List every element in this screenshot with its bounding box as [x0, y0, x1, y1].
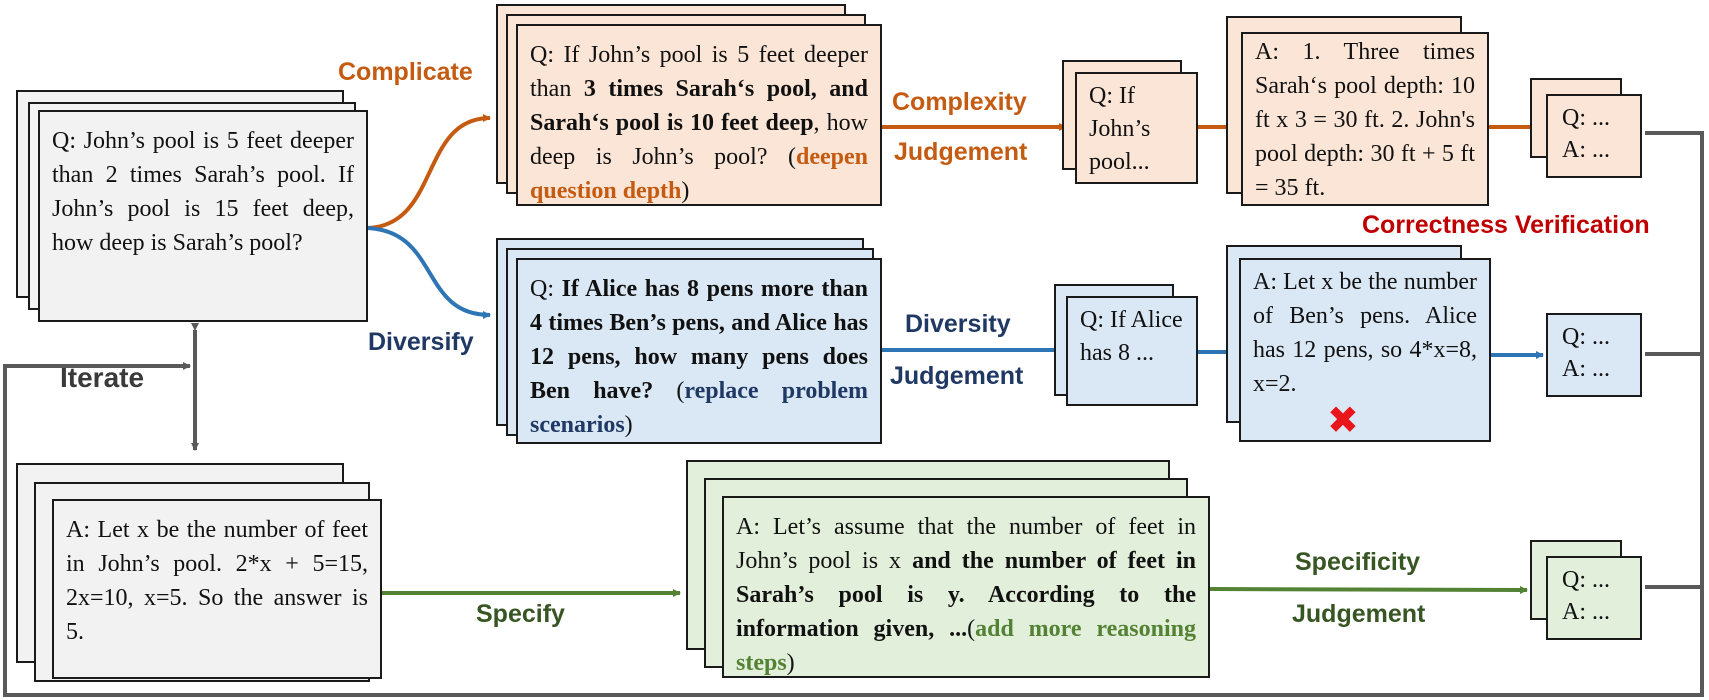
complexity-label-line-2: Judgement — [894, 138, 1028, 166]
diversity-result-q: Q: ... — [1562, 324, 1610, 350]
incorrect-cross-icon: ✖ — [1327, 398, 1359, 442]
diversity-label-line-1: Diversity — [905, 310, 1011, 338]
diversity-result-text: Q: ... A: ... — [1548, 315, 1640, 385]
complexity-short-question-card: Q: If John’s pool... — [1075, 72, 1198, 184]
complexity-result-q: Q: ... — [1562, 105, 1610, 131]
complexity-answer-card: A: 1. Three times Sarah‘s pool depth: 10… — [1241, 32, 1489, 206]
complexity-result-text: Q: ... A: ... — [1548, 96, 1640, 166]
complexity-label-line-1: Complexity — [892, 88, 1027, 116]
specify-label: Specify — [476, 600, 565, 628]
iterate-loop — [3, 362, 1704, 697]
diversified-question-prefix: Q: — [530, 276, 562, 302]
specificity-result-text: Q: ... A: ... — [1548, 558, 1640, 628]
specificity-arrow — [1209, 585, 1528, 594]
diversify-label: Diversify — [368, 328, 474, 356]
diversity-result-a: A: ... — [1562, 356, 1610, 382]
complexity-result-card: Q: ... A: ... — [1546, 94, 1642, 178]
complicated-question-bold: 3 times Sarah‘s pool, and Sarah‘s pool i… — [530, 76, 868, 136]
specified-answer-open: ( — [967, 616, 976, 642]
complicated-question-suffix: , how deep is John’s pool? ( — [530, 110, 868, 170]
specified-answer-close: ) — [786, 650, 795, 676]
specified-answer-bold: and the number of feet in Sarah’s pool i… — [736, 548, 1196, 642]
complicate-arrow — [367, 114, 491, 230]
specificity-result-card: Q: ... A: ... — [1546, 556, 1642, 640]
complicated-question-text: Q: If John’s pool is 5 feet deeper than … — [518, 26, 880, 208]
diversity-result-card: Q: ... A: ... — [1546, 313, 1642, 397]
complexity-result-a: A: ... — [1562, 137, 1610, 163]
specificity-result-a: A: ... — [1562, 599, 1610, 625]
specified-answer-prefix: A: Let’s assume that the number of feet … — [736, 514, 1196, 574]
complexity-short-question-text: Q: If John’s pool... — [1089, 83, 1151, 175]
diversify-arrow — [367, 226, 491, 319]
add-more-reasoning-steps-tag: add more reasoning steps — [736, 616, 1196, 676]
verification-bracket — [1645, 131, 1704, 589]
specified-answer-card: A: Let’s assume that the number of feet … — [722, 496, 1210, 678]
specified-answer-text: A: Let’s assume that the number of feet … — [724, 498, 1208, 680]
deepen-question-depth-tag: deepen question depth — [530, 144, 868, 204]
diversity-short-question-card: Q: If Alice has 8 ... — [1066, 296, 1198, 406]
diversity-label-line-2: Judgement — [890, 362, 1024, 390]
complexity-answer-text: A: 1. Three times Sarah‘s pool depth: 10… — [1255, 39, 1475, 201]
diversity-answer-card: A: Let x be the number of Ben’s pens. Al… — [1239, 258, 1491, 442]
seed-question-text: Q: John’s pool is 5 feet deeper than 2 t… — [52, 128, 354, 256]
complicate-label: Complicate — [338, 58, 473, 86]
complicated-question-prefix: Q: If John’s pool is 5 feet deeper than — [530, 42, 868, 102]
seed-answer-card: A: Let x be the number of feet in John’s… — [52, 499, 382, 679]
diversified-question-text: Q: If Alice has 8 pens more than 4 times… — [518, 260, 880, 442]
correctness-verification-label: Correctness Verification — [1362, 211, 1650, 239]
replace-problem-scenarios-tag: replace problem scenarios — [530, 378, 868, 438]
diversified-question-open: ( — [653, 378, 685, 404]
iterate-label: Iterate — [60, 362, 145, 393]
diversity-answer-text: A: Let x be the number of Ben’s pens. Al… — [1253, 269, 1477, 397]
seed-question-card: Q: John’s pool is 5 feet deeper than 2 t… — [38, 110, 368, 322]
complicated-question-close: ) — [681, 178, 690, 204]
specificity-label-line-1: Specificity — [1295, 548, 1421, 576]
diversified-question-bold: If Alice has 8 pens more than 4 times Be… — [530, 276, 869, 404]
specificity-result-q: Q: ... — [1562, 567, 1610, 593]
diversified-question-card: Q: If Alice has 8 pens more than 4 times… — [516, 258, 882, 444]
diversified-question-close: ) — [624, 412, 633, 438]
diversity-short-question-text: Q: If Alice has 8 ... — [1080, 307, 1183, 366]
specificity-label-line-2: Judgement — [1292, 600, 1426, 628]
complicated-question-card: Q: If John’s pool is 5 feet deeper than … — [516, 24, 882, 206]
seed-answer-text: A: Let x be the number of feet in John’s… — [66, 517, 368, 645]
